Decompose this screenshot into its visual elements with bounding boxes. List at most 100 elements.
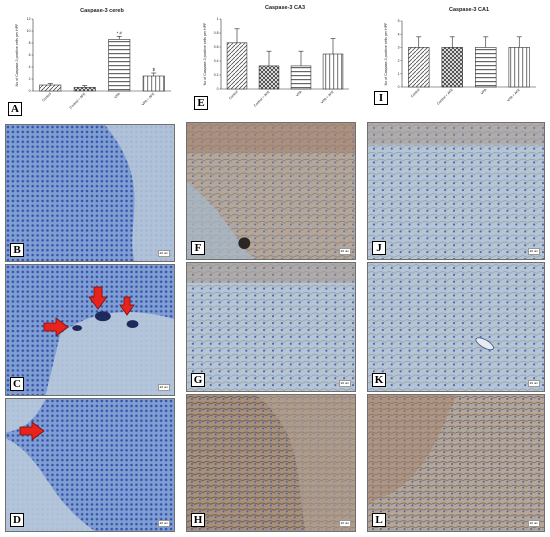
red-arrow <box>88 286 108 310</box>
x-tick-label: VPA <box>113 91 121 99</box>
red-arrow <box>19 421 45 441</box>
bar <box>108 39 131 92</box>
panel-letter-d: D <box>10 513 24 527</box>
red-arrows <box>43 286 135 337</box>
bar <box>258 65 280 90</box>
y-tick-label: 0.4 <box>214 59 219 63</box>
y-tick-label: 2 <box>398 59 400 63</box>
scale-bar: 20 um <box>527 380 540 387</box>
y-tick-label: 0 <box>29 89 31 93</box>
bar <box>142 75 165 92</box>
y-tick-label: 6 <box>29 53 31 57</box>
scale-bar: 20 um <box>338 248 351 255</box>
micrograph-texture <box>187 263 355 391</box>
micrograph-c: C 20 um <box>5 264 175 396</box>
micrograph-texture <box>187 123 355 259</box>
x-tick-label: VPA + AFE <box>141 91 156 106</box>
y-tick-label: 0 <box>398 85 400 89</box>
scale-bar: 20 um <box>527 520 540 527</box>
bar-chart-a: Caspase-3 cereb No of Caspase-3 positive … <box>15 8 171 110</box>
y-tick-label: 8 <box>29 41 31 45</box>
scale-bar: 20 um <box>157 520 170 527</box>
micrograph-f: F 20 um <box>186 122 356 260</box>
micrograph-texture <box>368 395 544 531</box>
x-tick-label: Control + AFE <box>253 89 271 107</box>
scale-bar: 20 um <box>338 520 351 527</box>
x-tick-label: Control <box>410 88 421 99</box>
x-tick-label: Control + AFE <box>69 91 87 109</box>
y-axis-label: No of Caspase-3 positive cells per HPF <box>15 23 19 87</box>
micrograph-l: L 20 um <box>367 394 545 532</box>
panel-letter-c: C <box>10 377 24 391</box>
y-axis-label: No of Caspase-3 positive cells per HPF <box>384 22 388 86</box>
y-axis-label: No of Caspase-3 positive cells per HPF <box>203 22 207 86</box>
panel-letter-k: K <box>372 373 386 387</box>
panel-letter-f: F <box>191 241 205 255</box>
x-tick-label: VPA <box>295 89 303 97</box>
x-tick-label: Control + AFE <box>436 87 454 105</box>
chart-panel-i: Caspase-3 CA1 No of Caspase-3 positive ce… <box>372 3 544 107</box>
panel-letter-j: J <box>372 241 386 255</box>
red-arrow <box>43 317 69 337</box>
bar-chart-i: Caspase-3 CA1 No of Caspase-3 positive ce… <box>384 7 536 106</box>
y-tick-label: 3 <box>398 46 400 50</box>
chart-title: Caspase-3 cereb <box>80 8 124 14</box>
micrograph-k: K 20 um <box>367 262 545 392</box>
y-tick-label: 10 <box>27 29 31 33</box>
micrograph-texture <box>6 399 174 531</box>
y-tick-label: 0 <box>217 87 219 91</box>
chart-title: Caspase-3 CA1 <box>449 7 489 13</box>
x-tick-label: VPA + AFE <box>506 87 521 102</box>
micrograph-texture <box>187 395 355 531</box>
y-tick-label: 1 <box>398 72 400 76</box>
micrograph-g: G 20 um <box>186 262 356 392</box>
y-tick-label: 1 <box>217 17 219 21</box>
chart-title: Caspase-3 CA3 <box>265 5 305 11</box>
y-tick-label: 0.8 <box>214 31 219 35</box>
micrograph-h: H 20 um <box>186 394 356 532</box>
y-tick-label: 2 <box>29 77 31 81</box>
panel-letter-g: G <box>191 373 205 387</box>
micrograph-j: J 20 um <box>367 122 545 260</box>
panel-letter-i: I <box>374 91 388 105</box>
bar-chart-e: Caspase-3 CA3 No of Caspase-3 positive ce… <box>203 5 349 108</box>
bar <box>475 47 497 88</box>
x-tick-label: VPA + AFE <box>320 89 335 104</box>
scale-bar: 20 um <box>338 380 351 387</box>
y-tick-label: 4 <box>398 32 400 36</box>
bar <box>290 65 312 90</box>
red-arrow <box>119 296 135 316</box>
y-tick-label: 4 <box>29 65 31 69</box>
x-tick-label: Control <box>228 90 239 101</box>
significance-label: * # <box>117 30 123 35</box>
x-tick-label: VPA <box>480 87 488 95</box>
red-arrows <box>19 421 45 441</box>
bar <box>39 84 62 92</box>
y-tick-label: 0.6 <box>214 45 219 49</box>
x-tick-label: Control <box>41 92 52 103</box>
bar <box>226 42 248 90</box>
bar <box>73 87 96 92</box>
panel-letter-b: B <box>10 243 24 257</box>
micrograph-texture <box>6 125 174 261</box>
bar <box>408 47 430 88</box>
micrograph-b: B 20 um <box>5 124 175 262</box>
y-tick-label: 12 <box>27 17 31 21</box>
scale-bar: 20 um <box>527 248 540 255</box>
scale-bar: 20 um <box>157 250 170 257</box>
panel-letter-a: A <box>8 102 22 116</box>
panel-letter-e: E <box>194 96 208 110</box>
micrograph-texture <box>368 123 544 259</box>
y-tick-label: 5 <box>398 19 400 23</box>
y-tick-label: 0.2 <box>214 73 219 77</box>
scale-bar: 20 um <box>157 384 170 391</box>
bar <box>322 53 344 90</box>
chart-panel-e: Caspase-3 CA3 No of Caspase-3 positive ce… <box>191 1 356 113</box>
bar <box>441 47 463 88</box>
bar <box>508 47 530 88</box>
micrograph-texture <box>368 263 544 391</box>
micrograph-texture <box>6 265 174 395</box>
significance-label: $ <box>153 67 156 72</box>
panel-letter-h: H <box>191 513 205 527</box>
panel-letter-l: L <box>372 513 386 527</box>
